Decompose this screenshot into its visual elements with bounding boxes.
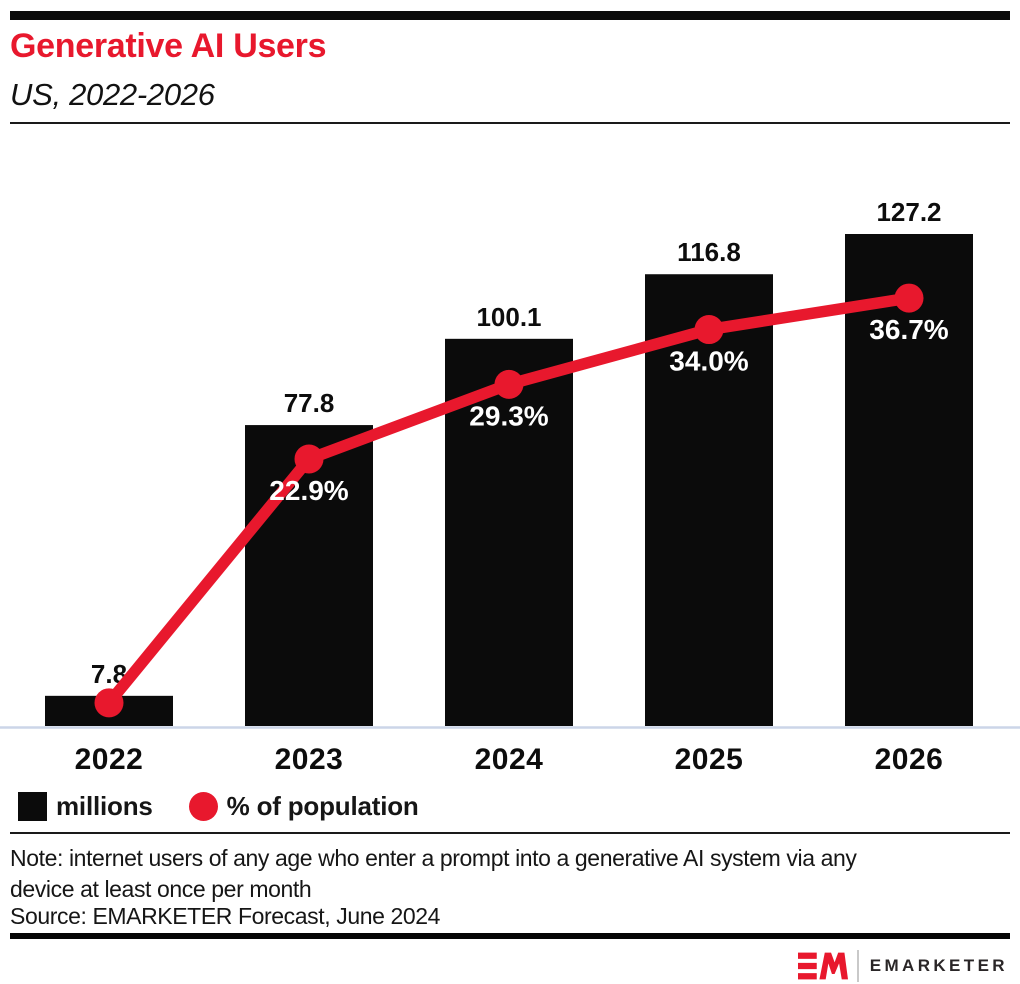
pct-dot-2022 xyxy=(94,688,124,718)
footer-divider-rule xyxy=(10,933,1010,939)
header-divider xyxy=(10,122,1010,124)
bar-value-label-2024: 100.1 xyxy=(476,302,541,332)
legend: millions % of population xyxy=(18,791,419,821)
bar-value-label-2025: 116.8 xyxy=(677,237,741,267)
millions-swatch-icon xyxy=(18,791,47,821)
pct-label-2023: 22.9% xyxy=(269,475,348,506)
note-line-2: device at least once per month xyxy=(10,876,312,902)
x-axis-label-2025: 2025 xyxy=(675,743,744,776)
pct-dot-2024 xyxy=(494,369,524,399)
legend-label-millions: millions xyxy=(56,790,153,821)
pct-label-2026: 36.7% xyxy=(869,314,948,345)
x-axis-label-2023: 2023 xyxy=(275,743,344,776)
legend-label-population: % of population xyxy=(226,790,419,821)
top-accent-bar xyxy=(10,11,1010,20)
x-axis-label-2026: 2026 xyxy=(875,743,944,776)
combo-chart: 7.8202277.82023100.12024116.82025127.220… xyxy=(0,197,1020,776)
x-axis-label-2022: 2022 xyxy=(75,743,144,776)
footer: EMARKETER xyxy=(797,949,1008,983)
emarketer-logo-icon xyxy=(797,952,848,980)
x-axis-label-2024: 2024 xyxy=(475,743,544,776)
bar-2026 xyxy=(845,234,973,726)
chart-title: Generative AI Users xyxy=(10,27,327,65)
brand-name: EMARKETER xyxy=(869,956,1008,975)
bar-2023 xyxy=(245,425,373,726)
footer-logo-divider xyxy=(856,950,859,982)
source-text: Source: EMARKETER Forecast, June 2024 xyxy=(10,903,441,929)
legend-divider xyxy=(10,832,1010,834)
pct-dot-2023 xyxy=(294,444,324,474)
bar-value-label-2026: 127.2 xyxy=(876,197,941,227)
note-text: Note: internet users of any age who ente… xyxy=(10,843,990,905)
pct-label-2025: 34.0% xyxy=(669,346,748,377)
population-swatch-icon xyxy=(188,791,218,821)
pct-label-2024: 29.3% xyxy=(469,400,548,431)
pct-dot-2025 xyxy=(694,315,724,345)
pct-dot-2026 xyxy=(894,283,924,313)
chart-subtitle: US, 2022-2026 xyxy=(10,77,215,112)
bar-value-label-2023: 77.8 xyxy=(284,388,335,418)
bar-2025 xyxy=(645,274,773,726)
note-line-1: Note: internet users of any age who ente… xyxy=(10,845,857,871)
